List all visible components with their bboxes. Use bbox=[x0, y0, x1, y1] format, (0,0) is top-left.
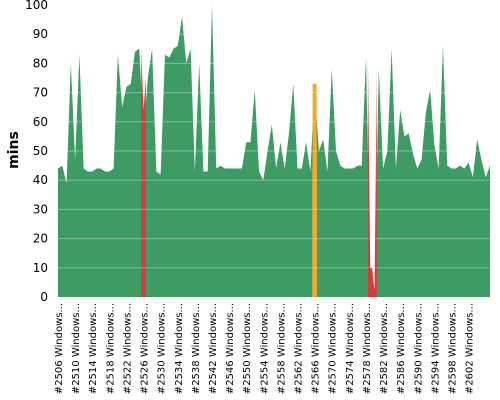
y-axis-title: mins bbox=[6, 131, 22, 169]
y-tick-label: 90 bbox=[33, 27, 48, 41]
x-tick-label: #2586 Windows... bbox=[396, 303, 407, 394]
y-tick-label: 0 bbox=[40, 290, 48, 304]
x-tick-label: #2522 Windows... bbox=[122, 303, 133, 394]
x-tick-label: #2534 Windows... bbox=[174, 303, 185, 394]
y-tick-label: 100 bbox=[25, 0, 48, 12]
x-tick-label: #2558 Windows... bbox=[276, 303, 287, 394]
failure-build-bar bbox=[372, 291, 377, 297]
duration-area bbox=[58, 5, 490, 297]
x-tick-label: #2550 Windows... bbox=[242, 303, 253, 394]
x-tick-label: #2598 Windows... bbox=[448, 303, 459, 394]
x-tick-label: #2582 Windows... bbox=[379, 303, 390, 394]
y-axis: 0 10 20 30 40 50 60 70 80 90 100 bbox=[25, 0, 48, 304]
x-tick-label: #2514 Windows... bbox=[88, 303, 99, 394]
x-tick-label: #2570 Windows... bbox=[328, 303, 339, 394]
x-tick-label: #2574 Windows... bbox=[345, 303, 356, 394]
x-tick-label: #2590 Windows... bbox=[413, 303, 424, 394]
plot-area bbox=[58, 5, 490, 298]
y-tick-label: 70 bbox=[33, 86, 48, 100]
y-tick-label: 20 bbox=[33, 232, 48, 246]
x-tick-label: #2546 Windows... bbox=[225, 303, 236, 394]
x-tick-label: #2578 Windows... bbox=[362, 303, 373, 394]
x-tick-label: #2526 Windows... bbox=[140, 303, 151, 394]
x-tick-label: #2538 Windows... bbox=[191, 303, 202, 394]
failure-build-spike bbox=[372, 69, 377, 298]
x-tick-label: #2530 Windows... bbox=[157, 303, 168, 394]
x-tick-label: #2566 Windows... bbox=[311, 303, 322, 394]
x-tick-label: #2554 Windows... bbox=[259, 303, 270, 394]
x-tick-label: #2594 Windows... bbox=[430, 303, 441, 394]
grid-lines bbox=[58, 4, 490, 269]
y-tick-label: 40 bbox=[33, 173, 48, 187]
unstable-build-bar bbox=[312, 83, 317, 297]
y-tick-label: 50 bbox=[33, 144, 48, 158]
failure-build-bar bbox=[141, 110, 146, 298]
y-tick-label: 30 bbox=[33, 202, 48, 216]
y-tick-label: 80 bbox=[33, 56, 48, 70]
y-tick-label: 10 bbox=[33, 261, 48, 275]
x-tick-label: #2506 Windows... bbox=[54, 303, 65, 394]
y-tick-label: 60 bbox=[33, 115, 48, 129]
failure-build-spike bbox=[367, 57, 373, 298]
failure-build-bar bbox=[368, 267, 373, 297]
x-tick-label: #2562 Windows... bbox=[294, 303, 305, 394]
x-tick-label: #2602 Windows... bbox=[465, 303, 476, 394]
x-tick-label: #2510 Windows... bbox=[71, 303, 82, 394]
x-tick-label: #2518 Windows... bbox=[105, 303, 116, 394]
x-axis: #2506 Windows... #2510 Windows... #2514 Wi… bbox=[54, 303, 476, 394]
x-tick-label: #2542 Windows... bbox=[208, 303, 219, 394]
